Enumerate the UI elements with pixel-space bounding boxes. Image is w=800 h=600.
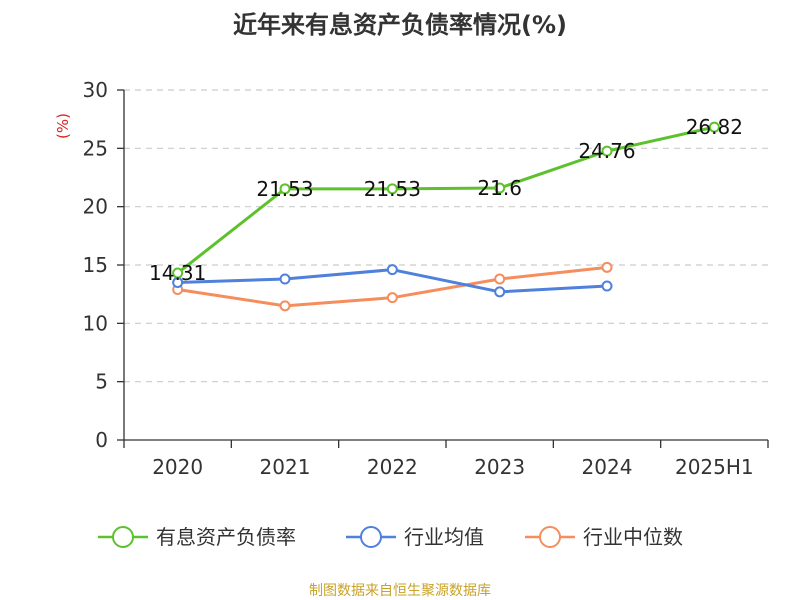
- data-point[interactable]: [386, 292, 398, 304]
- data-label: 21.6: [477, 176, 522, 200]
- data-point[interactable]: [279, 273, 291, 285]
- grid-lines: [124, 89, 768, 383]
- legend[interactable]: 有息资产负债率 行业均值 行业中位数: [98, 525, 683, 549]
- data-point[interactable]: [386, 183, 398, 195]
- y-tick-label: 20: [83, 195, 108, 219]
- data-point[interactable]: [494, 286, 506, 298]
- legend-marker: [112, 526, 134, 548]
- y-axis-label: (%): [54, 113, 72, 139]
- data-point[interactable]: [386, 264, 398, 276]
- data-label: 21.53: [364, 177, 421, 201]
- data-point[interactable]: [601, 280, 613, 292]
- data-label: 24.76: [578, 139, 635, 163]
- legend-marker: [539, 526, 561, 548]
- legend-label: 行业均值: [404, 525, 484, 549]
- data-label: 21.53: [256, 177, 313, 201]
- x-tick-label: 2025H1: [675, 455, 754, 479]
- series-line: [176, 125, 715, 275]
- data-point[interactable]: [494, 182, 506, 194]
- data-point[interactable]: [279, 300, 291, 312]
- data-point[interactable]: [708, 121, 720, 133]
- data-labels: 14.31 21.53 21.53 21.6 24.76 26.82: [149, 115, 743, 285]
- source-note: 制图数据来自恒生聚源数据库: [309, 583, 491, 599]
- data-point[interactable]: [279, 183, 291, 195]
- data-point[interactable]: [601, 261, 613, 273]
- x-tick-label: 2021: [260, 455, 311, 479]
- series-points: [172, 121, 720, 312]
- x-tick-label: 2022: [367, 455, 418, 479]
- legend-marker: [360, 526, 382, 548]
- chart-title: 近年来有息资产负债率情况(%): [233, 11, 567, 39]
- legend-label: 行业中位数: [583, 525, 683, 549]
- legend-item[interactable]: 行业均值: [346, 525, 484, 549]
- data-label: 26.82: [686, 115, 743, 139]
- y-tick-label: 30: [83, 78, 108, 102]
- legend-item[interactable]: 行业中位数: [525, 525, 683, 549]
- data-point[interactable]: [601, 145, 613, 157]
- y-tick-label: 0: [95, 428, 108, 452]
- y-tick-label: 5: [95, 370, 108, 394]
- legend-label: 有息资产负债率: [156, 525, 296, 549]
- y-tick-label: 15: [83, 253, 108, 277]
- x-tick-label: 2020: [152, 455, 203, 479]
- axes: 0 5 10 15 20 25 30 2020 2021 2022 2023 2024 2025H1: [83, 78, 769, 479]
- y-tick-label: 10: [83, 311, 108, 335]
- legend-item[interactable]: 有息资产负债率: [98, 525, 296, 549]
- data-point[interactable]: [494, 273, 506, 285]
- data-label: 14.31: [149, 261, 206, 285]
- data-point[interactable]: [172, 267, 184, 279]
- x-tick-label: 2024: [582, 455, 633, 479]
- x-tick-label: 2023: [474, 455, 525, 479]
- y-tick-label: 25: [83, 136, 108, 160]
